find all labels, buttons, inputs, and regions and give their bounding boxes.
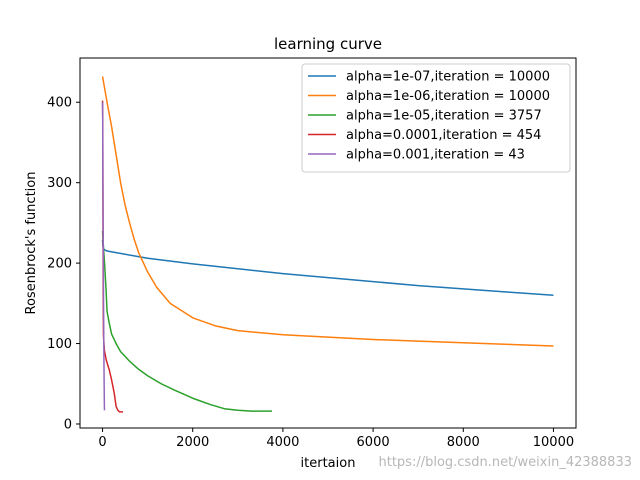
series-line-1 — [101, 239, 554, 297]
x-axis-ticks: 0 2000 4000 6000 8000 10000 — [98, 428, 574, 450]
legend-label-2: alpha=1e-06,iteration = 10000 — [346, 89, 550, 104]
y-tick-label: 200 — [47, 257, 72, 272]
legend-box — [301, 63, 571, 173]
y-tick-label: 100 — [47, 337, 72, 352]
x-tick-label: 2000 — [176, 435, 209, 450]
legend-label-1: alpha=1e-07,iteration = 10000 — [346, 70, 550, 85]
y-tick-label: 400 — [47, 96, 72, 111]
y-axis-label: Rosenbrock's function — [24, 172, 39, 315]
x-tick-label: 8000 — [447, 435, 480, 450]
chart-title: learning curve — [274, 35, 382, 53]
y-tick-label: 300 — [47, 176, 72, 191]
legend-label-4: alpha=0.0001,iteration = 454 — [346, 128, 541, 143]
x-tick-label: 0 — [98, 435, 106, 450]
legend-label-3: alpha=1e-05,iteration = 3757 — [346, 109, 542, 124]
x-tick-label: 4000 — [266, 435, 299, 450]
series-line-3 — [101, 230, 272, 412]
watermark-text: https://blog.csdn.net/weixin_42388833 — [378, 455, 632, 470]
plot-frame — [79, 57, 577, 429]
x-tick-label: 10000 — [533, 435, 574, 450]
series-line-2 — [101, 76, 554, 347]
x-tick-label: 6000 — [357, 435, 390, 450]
y-axis-ticks: 0 100 200 300 400 — [47, 96, 80, 432]
y-tick-label: 0 — [64, 417, 72, 432]
legend: alpha=1e-07,iteration = 10000 alpha=1e-06… — [301, 63, 571, 173]
legend-label-5: alpha=0.001,iteration = 43 — [346, 148, 525, 163]
x-axis-label: itertaion — [301, 456, 356, 471]
series-line-5 — [101, 102, 106, 411]
series-layer — [101, 76, 554, 413]
